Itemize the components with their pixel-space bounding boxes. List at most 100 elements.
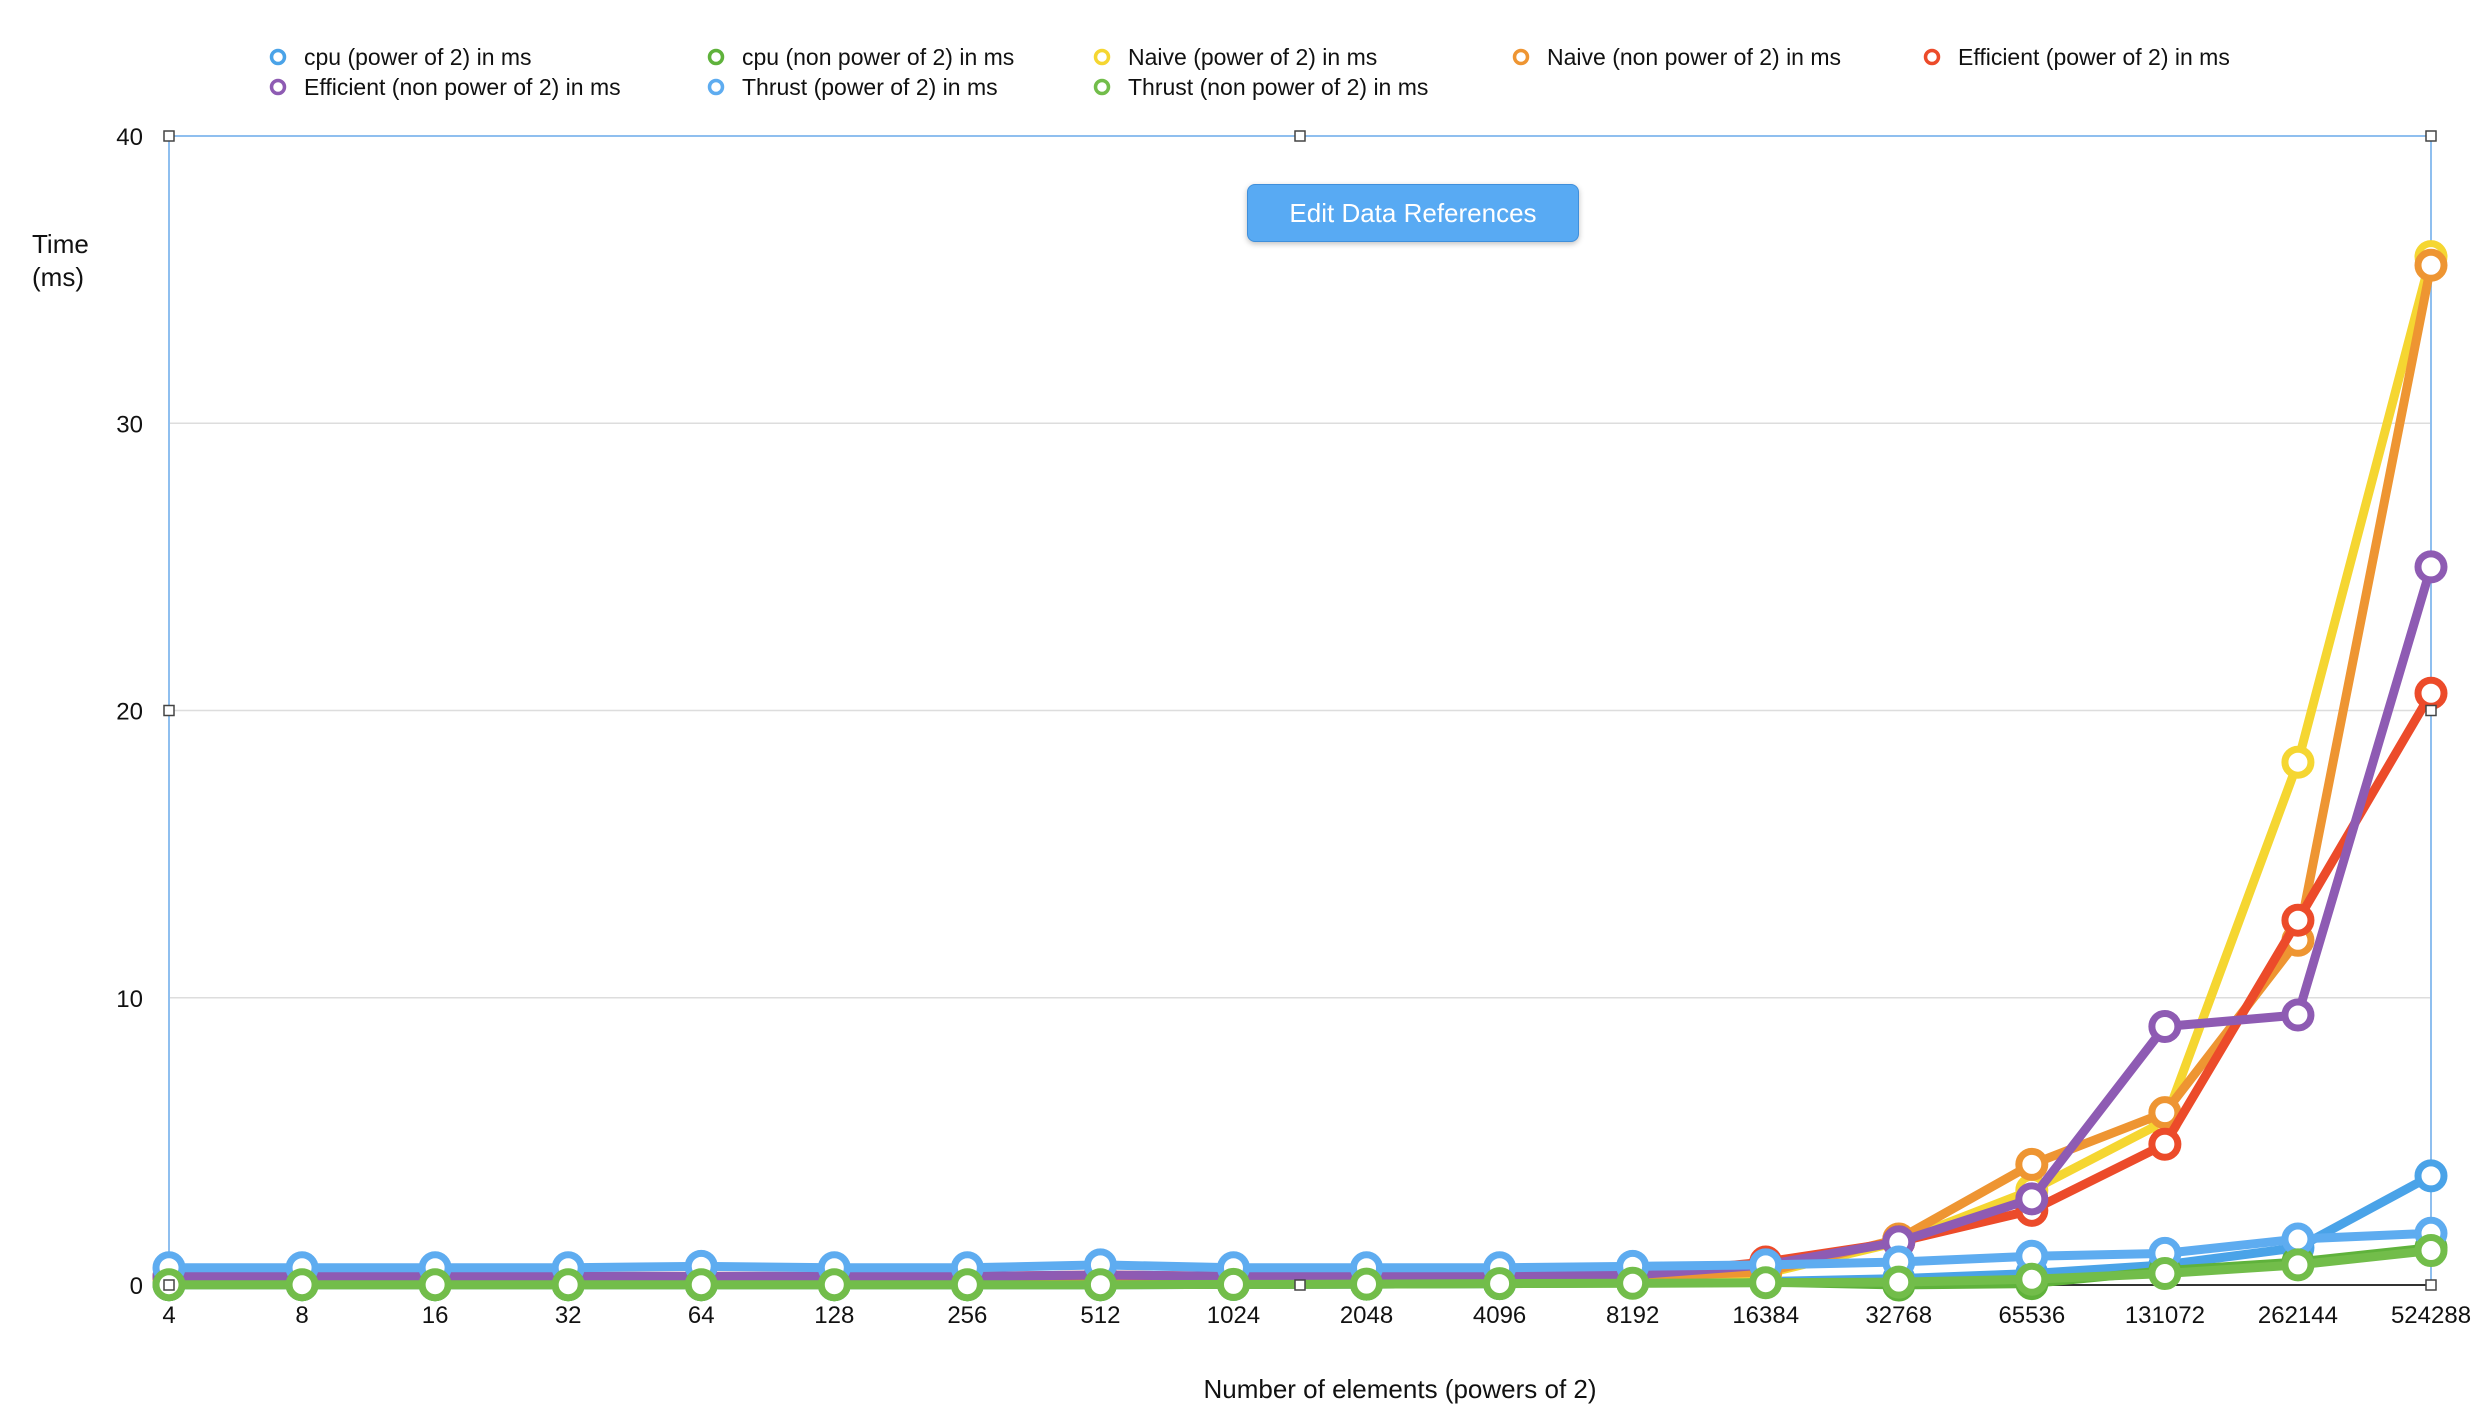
x-tick-label: 64 [688,1302,715,1329]
legend-item: Naive (power of 2) in ms [1093,44,1377,70]
legend-label: Efficient (power of 2) in ms [1958,44,2230,70]
data-point [1350,1267,1384,1301]
resize-handle[interactable] [163,1279,175,1291]
data-point [1216,1267,1250,1301]
data-point [2414,550,2448,584]
y-axis-title-line: Time [32,229,89,259]
data-point [1083,1268,1117,1302]
legend-item: Efficient (non power of 2) in ms [269,74,621,100]
resize-handle[interactable] [1294,1279,1306,1291]
legend-item: cpu (non power of 2) in ms [707,44,1014,70]
data-point [1483,1267,1517,1301]
legend-marker [269,78,287,96]
legend-label: Efficient (non power of 2) in ms [304,74,621,100]
data-point [2281,745,2315,779]
legend-label: Naive (power of 2) in ms [1128,44,1377,70]
legend-marker [1093,48,1111,66]
y-tick-label: 10 [116,986,143,1013]
legend-item: Naive (non power of 2) in ms [1512,44,1841,70]
y-tick-label: 40 [116,124,143,151]
legend-marker [1512,48,1530,66]
legend-item: Efficient (power of 2) in ms [1923,44,2230,70]
legend-label: cpu (non power of 2) in ms [742,44,1014,70]
resize-handle[interactable] [163,704,175,717]
legend-marker [269,48,287,66]
data-point [2414,248,2448,282]
series-group [152,248,2448,1295]
legend-marker [707,78,725,96]
x-tick-label: 512 [1080,1302,1120,1329]
data-point [684,1268,718,1302]
data-point [1882,1265,1916,1299]
x-tick-label: 16384 [1732,1302,1799,1329]
x-tick-label: 8 [295,1302,308,1329]
x-axis-ticks: 4 8 16 32 64 128 256 512 1024 2048 4096 8192 16384 32… [162,1302,2471,1329]
legend-label: cpu (power of 2) in ms [304,44,532,70]
y-axis-title: Time (ms) [32,229,89,292]
data-point [2281,1248,2315,1282]
x-tick-label: 131072 [2125,1302,2205,1329]
x-tick-label: 32 [555,1302,582,1329]
legend: cpu (power of 2) in ms cpu (non power of … [269,44,2230,100]
data-point [418,1268,452,1302]
x-tick-label: 65536 [1998,1302,2065,1329]
resize-handle[interactable] [2425,130,2437,142]
data-point [2281,998,2315,1032]
legend-item: Thrust (power of 2) in ms [707,74,998,100]
y-tick-label: 0 [130,1273,143,1300]
data-point [2414,676,2448,710]
data-point [950,1268,984,1302]
series-line [164,688,2436,1281]
x-tick-label: 4096 [1473,1302,1526,1329]
data-point [2414,1234,2448,1268]
resize-handle[interactable] [1294,130,1306,142]
x-tick-label: 4 [162,1302,175,1329]
x-tick-label: 32768 [1865,1302,1932,1329]
series-line [164,1228,2436,1273]
x-tick-label: 262144 [2258,1302,2338,1329]
data-point [2148,1127,2182,1161]
edit-data-references-button[interactable]: Edit Data References [1247,184,1579,242]
selection-handles[interactable] [163,130,2437,1291]
data-point [2148,1009,2182,1043]
legend-marker [1093,78,1111,96]
data-point [2148,1096,2182,1130]
legend-label: Naive (non power of 2) in ms [1547,44,1841,70]
x-tick-label: 128 [814,1302,854,1329]
data-point [1749,1266,1783,1300]
y-tick-label: 30 [116,411,143,438]
series-layer [152,240,2448,1302]
resize-handle[interactable] [2425,704,2437,717]
legend-item: Thrust (non power of 2) in ms [1093,74,1428,100]
resize-handle[interactable] [2425,1279,2437,1291]
data-point [2281,1222,2315,1256]
x-tick-label: 2048 [1340,1302,1393,1329]
x-tick-label: 16 [422,1302,449,1329]
y-axis-title-line: (ms) [32,262,84,292]
resize-handle[interactable] [163,130,175,142]
data-point [2281,903,2315,937]
data-point [1616,1266,1650,1300]
x-tick-label: 256 [947,1302,987,1329]
data-point [817,1268,851,1302]
series-group [152,676,2448,1293]
legend-marker [707,48,725,66]
legend-label: Thrust (non power of 2) in ms [1128,74,1428,100]
y-tick-label: 20 [116,699,143,726]
data-point [551,1268,585,1302]
y-axis-ticks: 0 10 20 30 40 [116,124,143,1300]
data-point [2414,1159,2448,1193]
data-point [2015,1262,2049,1296]
data-point [2148,1257,2182,1291]
legend-item: cpu (power of 2) in ms [269,44,532,70]
legend-label: Thrust (power of 2) in ms [742,74,998,100]
x-tick-label: 1024 [1207,1302,1260,1329]
data-point [285,1268,319,1302]
x-tick-label: 8192 [1606,1302,1659,1329]
data-point [2015,1182,2049,1216]
gridlines [169,422,2431,999]
legend-marker [1923,48,1941,66]
x-axis-title: Number of elements (powers of 2) [1203,1374,1596,1404]
data-point [2015,1147,2049,1181]
